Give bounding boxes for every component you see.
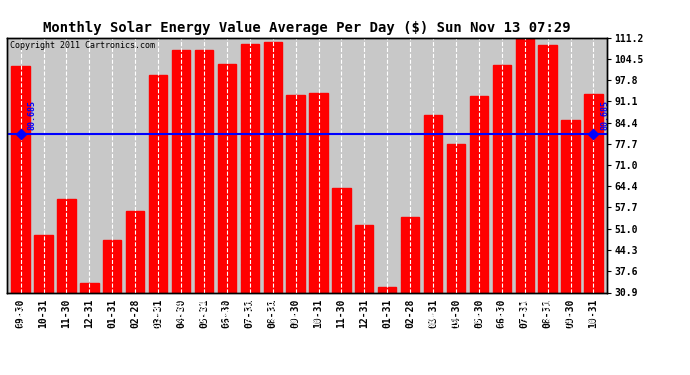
Text: 3.539: 3.539	[268, 298, 277, 322]
Bar	[34, 235, 52, 375]
Bar	[149, 75, 167, 375]
Text: 80.685: 80.685	[28, 100, 37, 130]
Text: 1.584: 1.584	[39, 333, 48, 356]
Text: 1.094: 1.094	[85, 342, 94, 365]
Text: 80.685: 80.685	[600, 100, 609, 130]
Bar	[333, 188, 351, 375]
Bar	[80, 283, 99, 375]
Text: 3.526: 3.526	[245, 298, 255, 322]
Bar	[217, 64, 236, 375]
Text: Copyright 2011 Cartronics.com: Copyright 2011 Cartronics.com	[10, 41, 155, 50]
Bar	[584, 94, 602, 375]
Text: 2.510: 2.510	[451, 316, 460, 340]
Text: 3.307: 3.307	[497, 303, 506, 326]
Bar	[126, 211, 144, 375]
Text: 2.998: 2.998	[291, 308, 300, 331]
Text: 1.535: 1.535	[108, 334, 117, 357]
Bar	[195, 50, 213, 375]
Text: 3.302: 3.302	[16, 303, 25, 326]
Bar	[447, 144, 465, 375]
Bar	[241, 44, 259, 375]
Text: 3.464: 3.464	[199, 300, 208, 323]
Bar	[538, 45, 557, 375]
Text: 1.760: 1.760	[406, 330, 415, 353]
Text: 3.317: 3.317	[222, 302, 231, 326]
Bar	[378, 288, 397, 375]
Title: Monthly Solar Energy Value Average Per Day ($) Sun Nov 13 07:29: Monthly Solar Energy Value Average Per D…	[43, 21, 571, 35]
Bar	[562, 120, 580, 375]
Bar	[515, 38, 534, 375]
Bar	[103, 240, 121, 375]
Text: 3.511: 3.511	[543, 299, 552, 322]
Text: 3.204: 3.204	[154, 304, 163, 327]
Text: 1.680: 1.680	[359, 332, 369, 354]
Bar	[355, 225, 373, 375]
Bar	[493, 65, 511, 375]
Text: 2.748: 2.748	[566, 312, 575, 336]
Text: 2.060: 2.060	[337, 325, 346, 348]
Text: 3.028: 3.028	[314, 308, 323, 331]
Bar	[12, 66, 30, 375]
Text: 1.829: 1.829	[130, 329, 139, 352]
Bar	[309, 93, 328, 375]
Bar	[264, 42, 282, 375]
Bar	[172, 50, 190, 375]
Text: 2.804: 2.804	[428, 312, 437, 334]
Bar	[286, 96, 305, 375]
Bar	[424, 115, 442, 375]
Text: 1.048: 1.048	[383, 343, 392, 366]
Bar	[470, 96, 488, 375]
Bar	[57, 200, 76, 375]
Text: 2.991: 2.991	[475, 308, 484, 331]
Text: 3.464: 3.464	[177, 300, 186, 323]
Bar	[401, 217, 420, 375]
Text: 3.586: 3.586	[520, 298, 529, 321]
Text: 1.943: 1.943	[62, 327, 71, 350]
Text: 3.011: 3.011	[589, 308, 598, 331]
